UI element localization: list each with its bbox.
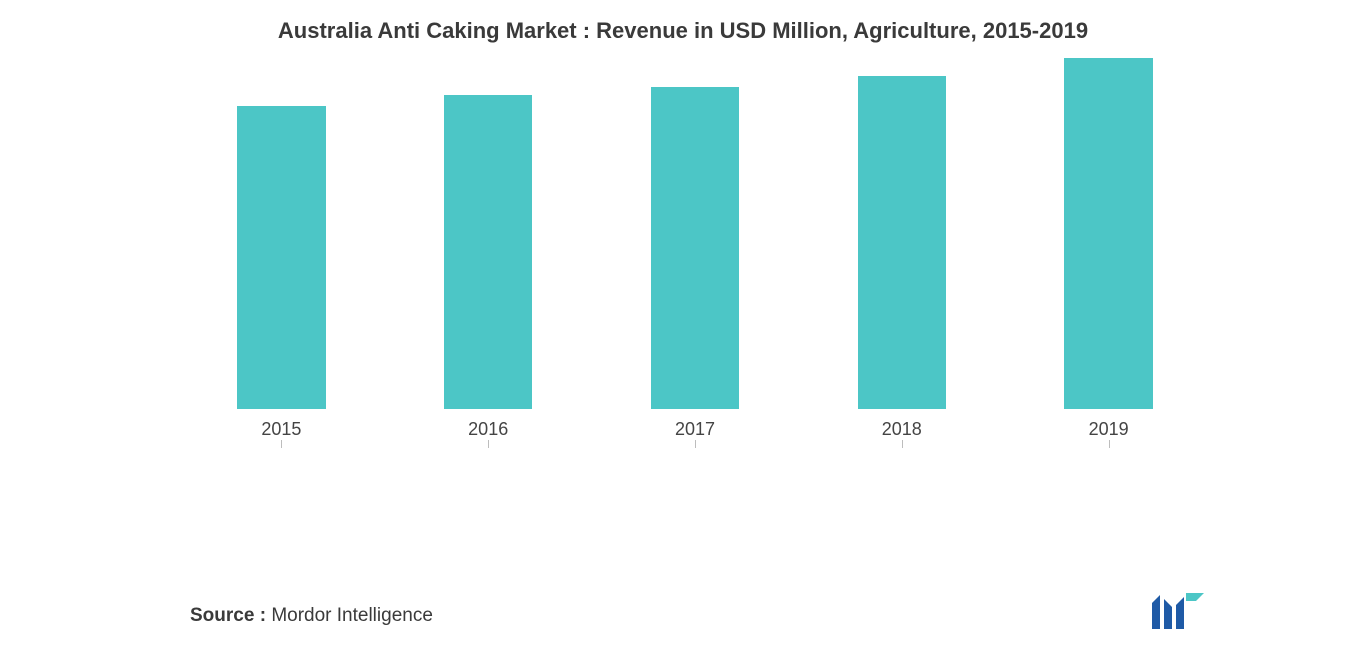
x-tick: [695, 440, 696, 448]
bar: [237, 106, 326, 409]
x-tick: [1109, 440, 1110, 448]
x-tick: [488, 440, 489, 448]
x-axis-label: 2019: [1089, 419, 1129, 440]
x-tick: [281, 440, 282, 448]
x-axis-label: 2016: [468, 419, 508, 440]
source-citation: Source : Mordor Intelligence: [190, 605, 433, 627]
x-axis-label: 2015: [261, 419, 301, 440]
bar-column: 2017: [624, 87, 767, 440]
bar-column: 2019: [1037, 58, 1180, 441]
chart-plot-area: 2015 2016 2017 2018 2019: [210, 70, 1180, 470]
bar-column: 2015: [210, 106, 353, 440]
bar-column: 2016: [417, 95, 560, 441]
x-axis-label: 2017: [675, 419, 715, 440]
source-label: Source :: [190, 605, 266, 626]
bar: [1064, 58, 1153, 410]
x-axis-label: 2018: [882, 419, 922, 440]
bar: [858, 76, 947, 409]
source-value: Mordor Intelligence: [271, 605, 433, 626]
bar: [651, 87, 740, 409]
chart-container: Australia Anti Caking Market : Revenue i…: [0, 0, 1366, 655]
bars-row: 2015 2016 2017 2018 2019: [210, 70, 1180, 440]
chart-title: Australia Anti Caking Market : Revenue i…: [0, 18, 1366, 44]
mordor-logo: [1146, 593, 1206, 633]
bar-column: 2018: [830, 76, 973, 440]
bar: [444, 95, 533, 410]
x-tick: [902, 440, 903, 448]
